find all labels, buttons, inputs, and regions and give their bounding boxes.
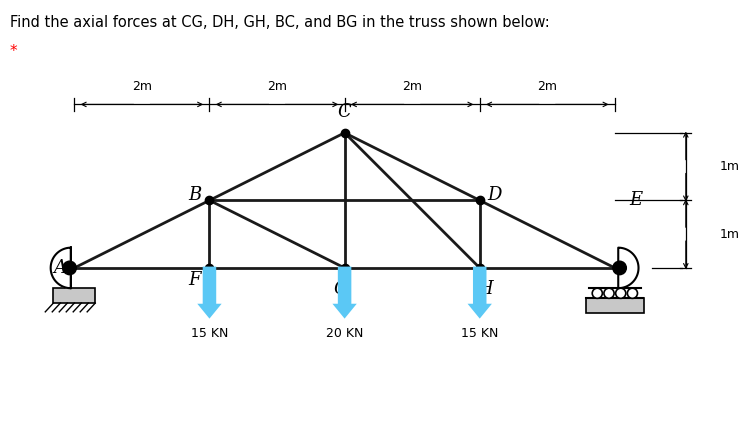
Text: 2m: 2m: [267, 80, 287, 93]
Circle shape: [604, 288, 614, 298]
Circle shape: [616, 288, 626, 298]
Polygon shape: [51, 248, 71, 288]
Text: 1m: 1m: [719, 228, 740, 241]
Polygon shape: [332, 266, 357, 319]
Text: D: D: [488, 186, 502, 204]
Circle shape: [613, 261, 626, 274]
Text: H: H: [477, 280, 493, 298]
Text: E: E: [630, 192, 643, 209]
Polygon shape: [197, 266, 221, 319]
Text: A: A: [53, 259, 66, 277]
Text: 2m: 2m: [132, 80, 152, 93]
Text: *: *: [10, 44, 17, 59]
Circle shape: [627, 288, 638, 298]
Text: C: C: [338, 103, 352, 121]
Text: 20 KN: 20 KN: [326, 327, 363, 340]
Text: G: G: [334, 280, 349, 298]
Text: F: F: [188, 271, 201, 289]
Text: 15 KN: 15 KN: [190, 327, 228, 340]
Circle shape: [63, 261, 76, 274]
Text: Find the axial forces at CG, DH, GH, BC, and BG in the truss shown below:: Find the axial forces at CG, DH, GH, BC,…: [10, 15, 550, 30]
Circle shape: [592, 288, 602, 298]
Text: 2m: 2m: [402, 80, 422, 93]
Text: 1m: 1m: [719, 160, 740, 173]
Polygon shape: [586, 298, 644, 313]
Text: B: B: [188, 186, 201, 204]
Polygon shape: [53, 288, 95, 303]
Text: 15 KN: 15 KN: [461, 327, 499, 340]
Polygon shape: [618, 248, 638, 288]
Text: 2m: 2m: [537, 80, 557, 93]
Polygon shape: [467, 266, 492, 319]
